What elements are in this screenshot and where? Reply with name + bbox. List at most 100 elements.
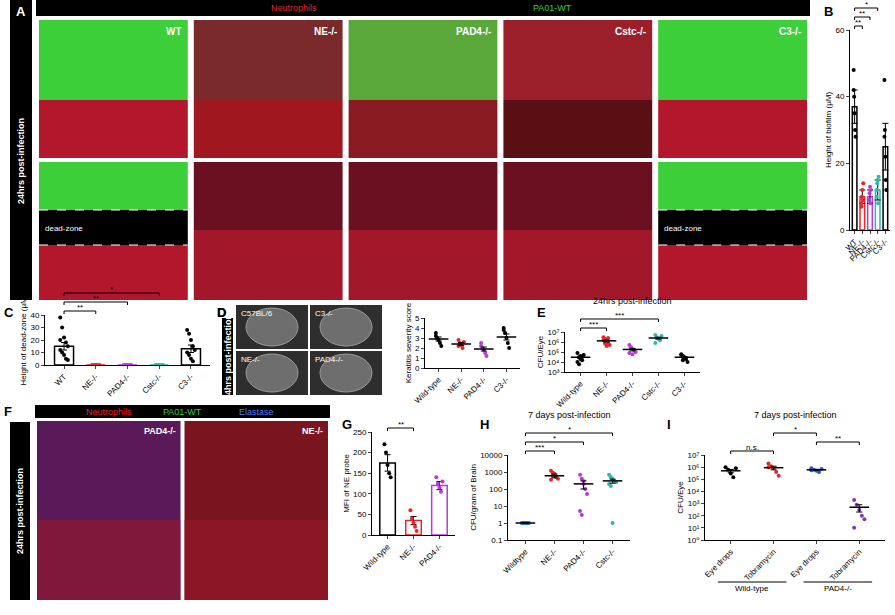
svg-text:F: F (4, 404, 12, 419)
svg-text:Eye drops: Eye drops (703, 547, 735, 579)
svg-text:3: 3 (415, 334, 420, 343)
svg-text:10¹: 10¹ (688, 524, 700, 533)
svg-text:10⁵: 10⁵ (547, 348, 559, 357)
svg-text:10⁶: 10⁶ (687, 463, 699, 472)
svg-text:0: 0 (362, 531, 367, 540)
svg-text:PAD4-/-: PAD4-/- (144, 426, 176, 436)
svg-text:10⁷: 10⁷ (548, 328, 560, 337)
svg-text:10: 10 (493, 502, 502, 511)
svg-text:***: *** (535, 443, 544, 452)
svg-text:dead-zone: dead-zone (45, 224, 83, 233)
svg-text:Cstc-/-: Cstc-/- (594, 547, 617, 570)
svg-text:7 days post-infection: 7 days post-infection (528, 410, 611, 420)
svg-text:24hrs post-infection: 24hrs post-infection (223, 314, 233, 400)
svg-text:PAD4-/-: PAD4-/- (462, 375, 488, 401)
svg-text:1: 1 (498, 519, 503, 528)
svg-text:PAD4-/-: PAD4-/- (824, 584, 852, 593)
svg-text:Elastase: Elastase (239, 407, 274, 417)
svg-text:Neutrophils: Neutrophils (271, 3, 317, 13)
svg-text:Height of dead-zone (µM): Height of dead-zone (µM) (19, 294, 28, 385)
svg-text:NE-/-: NE-/- (591, 379, 611, 399)
svg-text:PAD4-/-: PAD4-/- (418, 542, 444, 568)
svg-text:100: 100 (489, 485, 503, 494)
svg-text:Cstc-/-: Cstc-/- (640, 379, 663, 402)
svg-text:4: 4 (415, 324, 420, 333)
svg-text:250: 250 (353, 428, 367, 437)
svg-text:D: D (217, 305, 226, 320)
svg-text:*: * (568, 425, 571, 434)
svg-text:C57BL/6: C57BL/6 (241, 309, 273, 318)
svg-text:Wild-type: Wild-type (735, 584, 769, 593)
svg-text:40: 40 (30, 311, 39, 320)
svg-text:Eye drops: Eye drops (789, 547, 821, 579)
svg-text:*: * (553, 434, 556, 443)
svg-text:I: I (667, 417, 671, 432)
svg-text:CFU/Eye: CFU/Eye (676, 481, 685, 514)
svg-text:100: 100 (353, 490, 367, 499)
svg-text:*: * (794, 425, 797, 434)
svg-text:PA01-WT: PA01-WT (533, 3, 572, 13)
svg-text:50: 50 (357, 510, 366, 519)
svg-text:NE-/-: NE-/- (80, 372, 100, 392)
svg-text:D: D (217, 305, 226, 320)
svg-text:Keratitis severity score: Keratitis severity score (404, 302, 413, 383)
svg-text:PAD4-/-: PAD4-/- (456, 26, 491, 37)
svg-text:10²: 10² (688, 512, 700, 521)
svg-text:NE-/-: NE-/- (302, 426, 323, 436)
svg-text:24hrs post-infection: 24hrs post-infection (593, 296, 672, 306)
svg-text:10: 10 (30, 348, 39, 357)
svg-text:n.s.: n.s. (746, 443, 759, 452)
svg-text:***: *** (589, 320, 598, 329)
svg-text:NE-/-: NE-/- (314, 26, 337, 37)
svg-text:10³: 10³ (688, 499, 700, 508)
svg-text:C3-/-: C3-/- (176, 372, 195, 391)
svg-text:WT: WT (53, 372, 68, 387)
svg-text:C: C (4, 305, 14, 320)
svg-text:Wild-type: Wild-type (555, 379, 585, 409)
svg-text:CFU/Eye: CFU/Eye (536, 335, 545, 368)
svg-text:NE-/-: NE-/- (241, 355, 260, 364)
svg-text:PAD4-/-: PAD4-/- (562, 547, 588, 573)
svg-text:PAD4-/-: PAD4-/- (848, 237, 874, 263)
svg-text:40: 40 (835, 92, 844, 101)
svg-text:30: 30 (30, 323, 39, 332)
svg-text:Tobramycin: Tobramycin (828, 547, 863, 582)
svg-text:0.1: 0.1 (491, 536, 503, 545)
svg-text:dead-zone: dead-zone (664, 224, 702, 233)
svg-text:0: 0 (35, 361, 40, 370)
svg-text:2: 2 (415, 344, 420, 353)
svg-text:10⁰: 10⁰ (687, 536, 699, 545)
svg-text:24hrs post-infection: 24hrs post-infection (15, 468, 25, 554)
svg-text:**: ** (77, 303, 83, 312)
svg-text:MFI of NE probe: MFI of NE probe (342, 454, 351, 513)
svg-text:Neutrophils: Neutrophils (86, 407, 132, 417)
svg-text:10000: 10000 (480, 451, 503, 460)
svg-text:H: H (480, 417, 489, 432)
svg-text:NE-/-: NE-/- (398, 542, 418, 562)
svg-text:NE-/-: NE-/- (847, 237, 867, 257)
svg-text:C3-/-: C3-/- (670, 379, 689, 398)
svg-text:PA01-WT: PA01-WT (163, 407, 202, 417)
svg-text:1: 1 (415, 354, 420, 363)
svg-text:CFU/gram of Brain: CFU/gram of Brain (469, 464, 478, 531)
svg-text:**: ** (835, 434, 841, 443)
svg-text:10⁷: 10⁷ (688, 451, 700, 460)
svg-text:Wild-type: Wild-type (362, 542, 392, 572)
svg-text:10⁵: 10⁵ (687, 475, 699, 484)
svg-text:**: ** (859, 9, 865, 18)
svg-text:PAD4-/-: PAD4-/- (315, 355, 343, 364)
svg-text:200: 200 (353, 448, 367, 457)
svg-text:0: 0 (840, 226, 845, 235)
svg-text:PAD4-/-: PAD4-/- (106, 372, 132, 398)
svg-text:C3-/-: C3-/- (779, 26, 801, 37)
svg-text:E: E (537, 305, 546, 320)
svg-text:A: A (16, 4, 26, 19)
svg-text:Wild-type: Wild-type (413, 375, 443, 405)
svg-text:C3-/-: C3-/- (492, 375, 511, 394)
svg-text:WT: WT (844, 237, 859, 252)
svg-text:Cstc-/-: Cstc-/- (859, 237, 882, 260)
svg-text:G: G (342, 417, 352, 432)
svg-text:PAD4-/-: PAD4-/- (611, 379, 637, 405)
svg-text:Tobramycin: Tobramycin (743, 547, 778, 582)
svg-text:C3-/-: C3-/- (871, 237, 890, 256)
